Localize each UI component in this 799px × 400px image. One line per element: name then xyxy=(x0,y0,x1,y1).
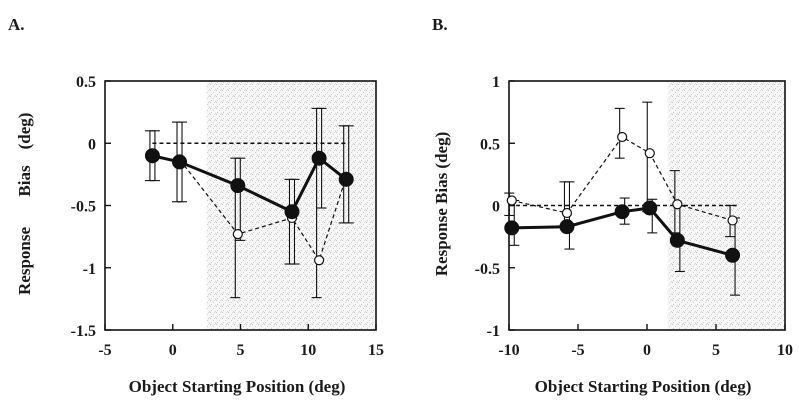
panel-b-series-1-point-1 xyxy=(559,219,575,235)
panel-a-points xyxy=(144,148,354,266)
panel-b-series-2-point-1 xyxy=(561,207,573,219)
panel-b-series-2-point-3 xyxy=(644,148,655,159)
panel-a-series-1-point-3 xyxy=(284,204,300,220)
panel-a-y-axis-label: Response Bias (deg) xyxy=(15,113,34,295)
panel-b-y-tick-label-0: 1 xyxy=(492,74,500,91)
panel-b-series-1-point-3 xyxy=(642,200,658,216)
panel-b-series-1-point-5 xyxy=(725,247,741,263)
panel-b-x-tick-label-1: -5 xyxy=(571,342,584,359)
panel-a-x-tick-label-4: 15 xyxy=(368,342,384,359)
panel-a-y-axis-label-word-3: (deg) xyxy=(15,113,34,150)
panel-a-label: A. xyxy=(8,15,25,34)
panel-a-ticks xyxy=(104,80,377,331)
panel-a-x-axis-label: Object Starting Position (deg) xyxy=(129,377,346,396)
panel-a-series-2-error-bar-4 xyxy=(311,107,322,299)
panel-a-y-tick-label-2: -0.5 xyxy=(71,199,96,216)
panel-b-points xyxy=(504,131,741,263)
panel-a-series-1-point-0 xyxy=(144,148,160,164)
panel-a-series-2-point-2 xyxy=(232,229,243,240)
panel-b-y-axis-label: Response Bias (deg) xyxy=(432,132,451,277)
panel-b-x-tick-label-4: 10 xyxy=(777,342,793,359)
panel-b-series-1-point-2 xyxy=(614,204,630,220)
panel-b-x-tick-labels: -10 -5 0 5 10 xyxy=(498,342,793,359)
panel-a-series-2-point-4 xyxy=(313,255,325,266)
panel-a-y-tick-label-4: -1.5 xyxy=(71,323,96,340)
panel-a-y-tick-label-0: 0.5 xyxy=(76,74,96,91)
panel-a-series-1-point-4 xyxy=(311,150,327,166)
panel-a-x-tick-label-1: 0 xyxy=(169,342,177,359)
panel-b-x-tick-label-0: -10 xyxy=(498,342,519,359)
panel-b-series-2-point-0 xyxy=(506,195,517,206)
panel-a-y-tick-labels: 0.5 0 -0.5 -1 -1.5 xyxy=(71,74,96,340)
panel-a-x-tick-labels: -5 0 5 10 15 xyxy=(98,342,384,359)
panel-b: B. -10 -5 0 5 10 1 0.5 0 -0.5 -1 Object Starting… xyxy=(432,15,793,396)
panel-a-y-axis-label-word-2: Bias xyxy=(15,165,34,197)
panel-b-y-tick-label-3: -0.5 xyxy=(475,261,500,278)
panel-b-series-2-point-5 xyxy=(727,215,738,226)
panel-b-x-tick-label-3: 5 xyxy=(712,342,720,359)
panel-b-series-1-line xyxy=(511,206,733,257)
panel-b-y-tick-labels: 1 0.5 0 -0.5 -1 xyxy=(475,74,500,340)
panel-b-label: B. xyxy=(432,15,448,34)
panel-b-series-1-point-0 xyxy=(504,220,520,236)
panel-a: A. -5 0 5 10 15 0.5 0 -0.5 -1 -1.5 Object Starti… xyxy=(8,15,384,396)
panel-a-y-tick-label-1: 0 xyxy=(88,136,96,153)
panel-b-y-tick-label-1: 0.5 xyxy=(480,136,500,153)
panel-a-series-1-point-5 xyxy=(338,171,354,187)
panel-b-series-2-point-2 xyxy=(617,131,628,143)
panel-b-y-tick-label-2: 0 xyxy=(492,199,500,216)
panel-b-series-2-point-4 xyxy=(672,199,683,210)
panel-b-y-tick-label-4: -1 xyxy=(487,323,500,340)
panel-a-x-tick-label-3: 10 xyxy=(300,342,316,359)
panel-a-series-1-point-2 xyxy=(230,178,246,194)
panel-b-x-tick-label-2: 0 xyxy=(643,342,651,359)
panel-b-series-1-point-4 xyxy=(669,232,685,248)
panel-a-x-tick-label-2: 5 xyxy=(237,342,245,359)
panel-b-x-axis-label: Object Starting Position (deg) xyxy=(535,377,752,396)
panel-a-y-tick-label-3: -1 xyxy=(83,261,96,278)
panel-a-series-1-point-1 xyxy=(172,154,188,170)
panel-a-x-tick-label-0: -5 xyxy=(98,342,111,359)
panel-a-y-axis-label-word-1: Response xyxy=(15,227,34,295)
